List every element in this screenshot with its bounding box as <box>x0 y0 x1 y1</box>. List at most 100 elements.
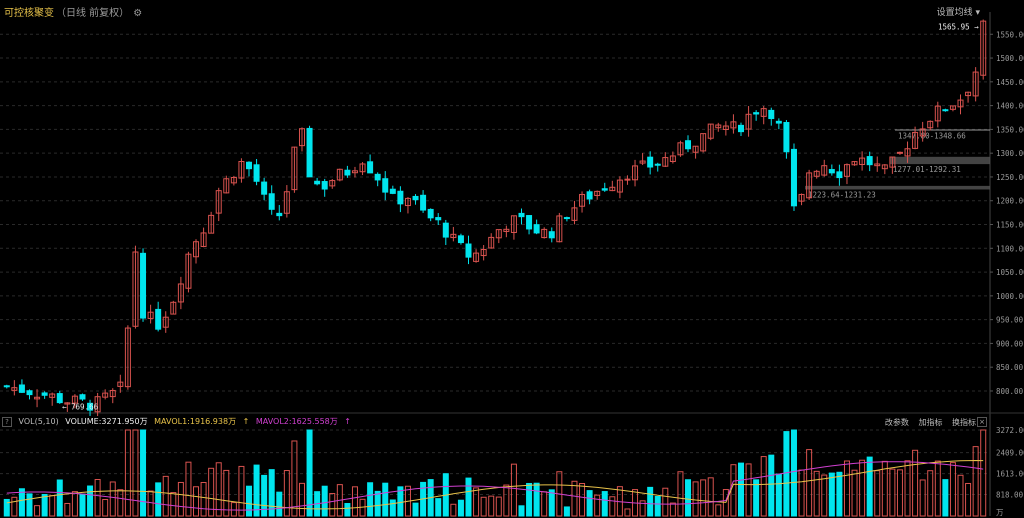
candle-body <box>298 128 305 147</box>
candle-body <box>510 215 517 233</box>
volume-bar <box>412 502 419 517</box>
close-icon[interactable]: × <box>977 417 987 427</box>
volume-bar <box>586 490 593 517</box>
volume-bar <box>177 481 184 517</box>
volume-bar <box>594 494 601 517</box>
volume-bar <box>155 482 162 517</box>
volume-bar <box>579 483 586 517</box>
volume-bar <box>896 469 903 517</box>
volume-bar <box>223 469 230 517</box>
volume-bar <box>374 490 381 517</box>
candle-body <box>889 156 896 168</box>
volume-bar <box>450 503 457 517</box>
volume-bar <box>753 479 760 517</box>
candle-body <box>783 122 790 153</box>
volume-bar <box>972 446 979 517</box>
candle-body <box>639 160 646 164</box>
switch-indicator-button[interactable]: 换指标 <box>952 418 976 427</box>
candle-body <box>94 396 101 413</box>
candle-body <box>919 128 926 137</box>
volume-bar <box>647 486 654 517</box>
candle-body <box>821 165 828 176</box>
volume-bar <box>851 469 858 517</box>
candle-body <box>283 191 290 214</box>
volume-bar <box>715 504 722 517</box>
candle-body <box>71 395 78 404</box>
candle-body <box>155 308 162 330</box>
period-label: （日线 前复权） <box>56 8 130 19</box>
gear-icon[interactable]: ⚙ <box>133 8 143 19</box>
volume-bar <box>790 429 797 517</box>
candle-body <box>760 108 767 117</box>
volume-bar <box>94 479 101 517</box>
candle-body <box>404 197 411 207</box>
candle-body <box>980 20 987 76</box>
volume-bar <box>654 495 661 517</box>
volume-bar <box>162 475 169 517</box>
candle-body <box>344 169 351 176</box>
candle-body <box>556 215 563 243</box>
candle-body <box>526 215 533 230</box>
candle-body <box>548 231 555 239</box>
candle-body <box>654 163 661 166</box>
ma-setting-button[interactable]: 设置均线 ▾ <box>936 8 980 18</box>
volume-bar <box>639 500 646 517</box>
vol-tick-label: 3272.00 <box>996 426 1024 435</box>
add-indicator-button[interactable]: 加指标 <box>918 418 943 427</box>
volume-bar <box>329 493 336 517</box>
volume-bar <box>3 498 10 517</box>
volume-bar <box>904 460 911 517</box>
volume-bar <box>700 479 707 517</box>
volume-bar <box>965 482 972 517</box>
candle-body <box>359 163 366 173</box>
volume-bar <box>102 499 109 517</box>
candle-body <box>162 316 169 328</box>
vol-unit-label: 万 <box>996 508 1004 517</box>
candle-body <box>533 224 540 234</box>
price-tick-label: 1200.00 <box>996 197 1024 206</box>
candle-body <box>700 133 707 152</box>
candle-body <box>215 190 222 214</box>
price-zone <box>890 156 990 165</box>
vol-tick-label: 2409.00 <box>996 449 1024 458</box>
volume-bar <box>246 485 252 517</box>
candle-body <box>488 236 495 249</box>
candle-body <box>881 164 888 170</box>
volume-bar <box>298 482 305 517</box>
volume-bar <box>283 470 290 517</box>
candle-body <box>957 99 964 108</box>
volume-bar <box>18 488 25 517</box>
candle-body <box>49 393 56 398</box>
candle-body <box>601 188 608 191</box>
candle-body <box>87 402 94 411</box>
volume-bar <box>949 462 956 517</box>
candle-body <box>177 283 184 303</box>
help-icon[interactable]: ? <box>2 417 12 427</box>
candle-body <box>450 233 457 239</box>
volume-bar <box>230 502 237 517</box>
volume-bar <box>238 465 245 517</box>
volume-bar <box>571 480 578 517</box>
candle-body <box>738 124 744 133</box>
price-tick-label: 1500.00 <box>996 54 1024 63</box>
volume-bar <box>692 481 699 517</box>
volume-bar <box>798 469 805 517</box>
vol-indicator-name: VOL(5,10) <box>18 417 59 426</box>
candle-body <box>473 252 480 262</box>
low-annotation: ← 769.66 <box>62 402 99 411</box>
volume-bar <box>132 429 139 517</box>
candle-body <box>662 157 669 167</box>
candle-body <box>41 392 48 396</box>
candle-body <box>79 394 86 400</box>
volume-bar <box>957 474 964 517</box>
price-tick-label: 800.00 <box>996 387 1024 396</box>
candle-body <box>715 124 722 129</box>
volume-bar <box>980 429 987 517</box>
candle-body <box>692 145 699 153</box>
volume-bar <box>435 498 442 517</box>
volume-bar <box>465 477 472 517</box>
candle-body <box>972 71 979 97</box>
change-params-button[interactable]: 改参数 <box>884 418 909 427</box>
candle-body <box>790 148 797 207</box>
